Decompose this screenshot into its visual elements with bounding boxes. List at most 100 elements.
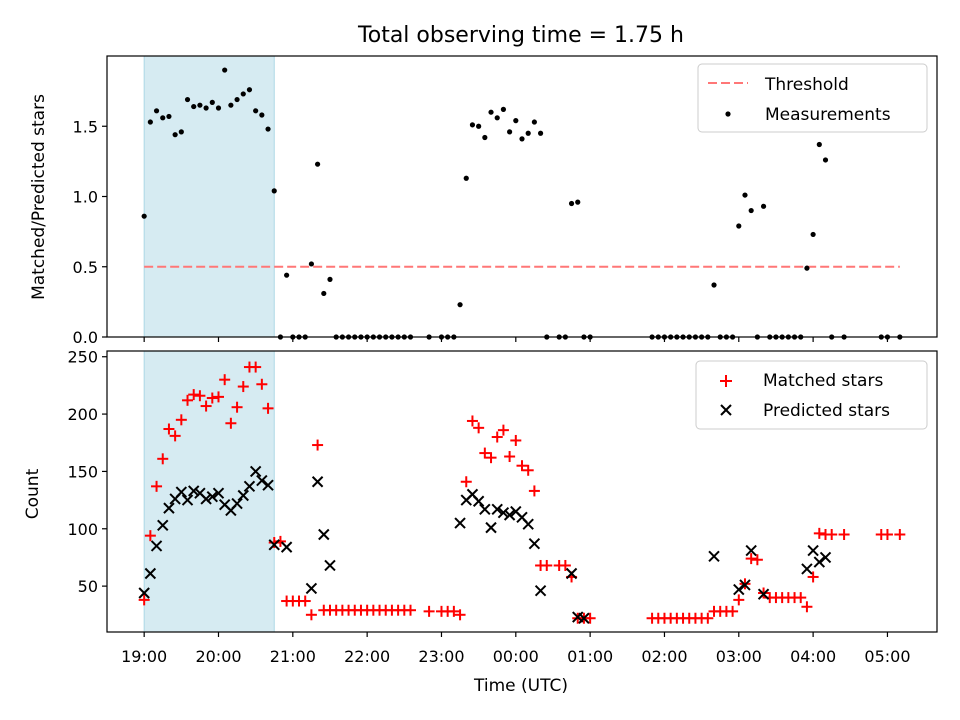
measurement-point [172,132,178,138]
predicted-stars-point [757,588,770,600]
predicted-stars-point [212,487,225,499]
matched-stars-point [163,423,175,435]
matched-stars-point [894,529,906,541]
matched-stars-point [182,394,194,406]
measurement-point [575,199,581,205]
matched-stars-point [466,415,478,427]
matched-stars-point [175,414,187,426]
measurement-point [215,105,222,111]
x-tick-label: 20:00 [195,647,241,666]
predicted-legend-label: Predicted stars [763,401,890,421]
predicted-stars-point [318,528,330,541]
predicted-stars-point [311,476,324,488]
count-series [138,465,832,624]
measurement-point [203,105,209,111]
matched-stars-point [423,605,435,617]
matched-stars-point [826,529,838,541]
predicted-stars-point [807,544,819,557]
predicted-stars-point [206,490,219,503]
measurement-point [184,96,191,103]
measurement-point [222,67,228,73]
matched-stars-point [299,595,311,607]
measurement-point [810,231,816,238]
measurement-point [537,130,544,136]
measurement-point [568,200,575,207]
predicted-stars-point [739,579,751,591]
measurement-point [804,265,810,271]
measurement-point [153,108,160,114]
x-tick-label: 02:00 [641,647,687,666]
count-y-tick-label: 250 [67,348,98,367]
predicted-stars-point [243,480,256,493]
x-tick-label: 00:00 [493,647,539,666]
matched-stars-point [813,527,825,539]
predicted-stars-point [565,567,578,580]
measurement-point [816,141,822,148]
measurement-point [507,129,513,135]
predicted-stars-point [324,559,336,572]
predicted-stars-point [733,583,745,596]
matched-stars-point [491,431,503,443]
matched-stars-point [727,605,739,617]
matched-stars-point [541,559,553,571]
predicted-stars-point [578,612,590,624]
matched-stars-point [200,400,212,412]
matched-stars-point [169,430,181,442]
matched-stars-point [559,559,571,571]
matched-stars-point [528,485,540,497]
matched-stars-point [194,390,206,402]
matched-stars-point [138,594,150,606]
count-y-tick-label: 100 [67,520,98,539]
matched-stars-point [745,553,757,565]
count-y-tick-label: 150 [67,462,98,481]
matched-stars-point [795,592,807,604]
measurement-point [284,272,290,278]
measurement-point [760,203,767,209]
matched-stars-point [188,389,200,401]
ratio-observing-span [143,55,275,338]
matched-stars-point [460,476,472,488]
measurement-point [141,213,147,219]
measurement-point [240,91,246,97]
measurement-point [314,161,321,167]
measurement-point [160,115,166,121]
measurement-point [494,115,500,121]
measurement-point [327,276,333,282]
measurement-point [308,261,315,267]
predicted-stars-point [188,485,200,497]
predicted-stars-point [268,539,280,551]
measurement-point [711,282,717,288]
matched-stars-point [733,594,745,606]
count-legend-box [695,360,928,430]
count-y-tick-label: 200 [67,405,98,424]
x-tick-label: 04:00 [790,647,836,666]
measurement-point [246,87,253,93]
predicted-stars-point [454,517,466,529]
matched-stars-point [157,453,169,465]
predicted-stars-point [472,495,485,507]
measurement-point [457,302,463,308]
x-tick-label: 22:00 [344,647,390,666]
predicted-stars-point [479,503,491,515]
matched-stars-point [485,452,497,464]
x-tick-label: 23:00 [418,647,464,666]
predicted-stars-point [497,507,510,519]
matched-stars-point [801,601,813,613]
measurement-point [525,130,531,136]
measurement-point [178,129,184,135]
matched-stars-point [448,605,460,617]
matched-stars-point [522,464,534,476]
count-panel-frame [106,350,938,633]
measurement-point [147,119,153,125]
measurement-point [271,188,277,194]
matched-stars-point [305,609,317,621]
predicted-stars-point [522,518,534,530]
measurements-legend-marker [725,111,731,117]
matched-stars-point [479,447,491,459]
predicted-stars-point [262,479,274,491]
matched-stars-point [751,554,763,566]
predicted-stars-point [256,474,268,487]
predicted-stars-point [249,465,262,478]
matched-stars-point [838,529,850,541]
predicted-stars-point [175,486,188,498]
